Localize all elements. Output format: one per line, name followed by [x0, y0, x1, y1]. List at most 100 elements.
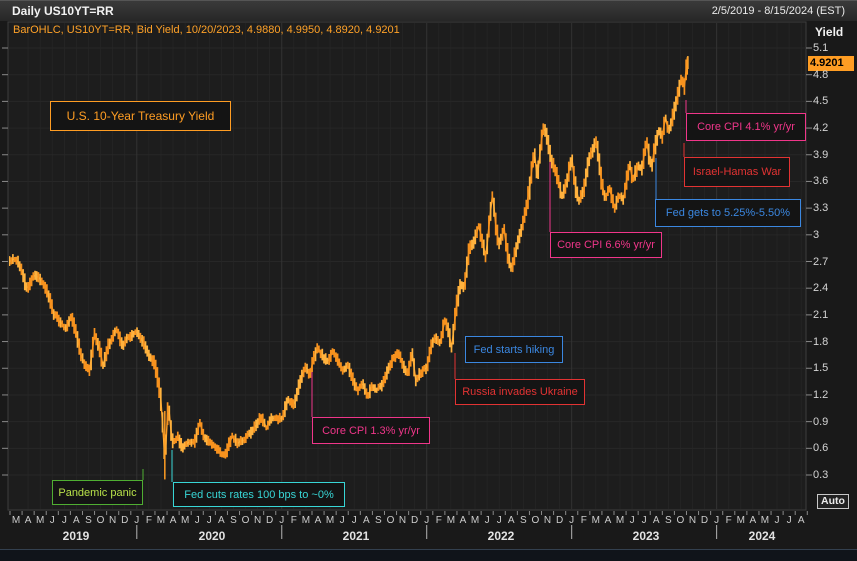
month-label: J — [714, 515, 720, 526]
y-tick-label: 0.9 — [813, 415, 829, 428]
month-label: J — [194, 515, 200, 526]
annotation-box-israel-hamas: Israel-Hamas War — [684, 157, 790, 187]
year-label: 2023 — [632, 529, 660, 543]
month-label: F — [725, 515, 732, 526]
month-label: N — [398, 515, 407, 526]
month-label: M — [470, 515, 480, 526]
month-label: M — [446, 515, 456, 526]
y-tick-label: 4.5 — [813, 95, 829, 108]
month-label: J — [49, 515, 55, 526]
y-tick-label: 2.4 — [813, 282, 829, 295]
month-label: J — [774, 515, 780, 526]
month-label: O — [676, 515, 685, 526]
month-label: A — [797, 515, 805, 526]
month-label: M — [325, 515, 335, 526]
month-label: D — [555, 515, 564, 526]
last-price-badge: 4.9201 — [808, 56, 854, 71]
y-tick-label: 0.6 — [813, 442, 829, 455]
month-label: D — [411, 515, 419, 526]
y-tick-label: 0.3 — [813, 469, 829, 481]
y-tick-label: 3 — [813, 228, 820, 241]
y-tick-label: 4.8 — [813, 68, 829, 81]
month-label: J — [569, 515, 575, 526]
annotation-box-fed-hiking: Fed starts hiking — [465, 336, 563, 363]
y-tick-label: 2.7 — [813, 255, 829, 268]
month-label: S — [520, 515, 527, 526]
month-label: M — [615, 515, 625, 526]
month-label: O — [531, 515, 540, 526]
month-label: J — [134, 515, 140, 526]
auto-scale-button[interactable]: Auto — [817, 494, 849, 509]
year-label: 2019 — [62, 529, 90, 543]
month-label: A — [362, 515, 370, 526]
month-label: J — [61, 515, 67, 526]
month-label: A — [459, 515, 467, 526]
month-label: M — [35, 515, 45, 526]
month-label: N — [109, 515, 117, 526]
month-label: N — [543, 515, 552, 526]
month-label: A — [169, 515, 177, 526]
y-tick-label: 1.8 — [813, 335, 829, 348]
month-label: S — [375, 515, 382, 526]
month-label: D — [266, 515, 274, 526]
month-label: M — [180, 515, 190, 526]
year-label: 2022 — [487, 529, 515, 543]
annotation-box-fed-cuts: Fed cuts rates 100 bps to ~0% — [173, 482, 345, 507]
month-label: F — [145, 515, 152, 526]
month-label: J — [786, 515, 792, 526]
y-tick-label: 3.3 — [813, 202, 829, 215]
month-label: D — [121, 515, 129, 526]
month-label: M — [736, 515, 745, 526]
month-label: N — [688, 515, 697, 526]
month-label: A — [749, 515, 757, 526]
month-label: A — [604, 515, 612, 526]
annotation-box-fed-peak: Fed gets to 5.25%-5.50% — [655, 199, 801, 227]
month-label: O — [386, 515, 395, 526]
month-label: J — [424, 515, 430, 526]
month-label: A — [652, 515, 660, 526]
annotation-box-russia: Russia invades Ukraine — [455, 379, 585, 405]
month-label: M — [11, 515, 21, 526]
month-label: A — [73, 515, 80, 526]
month-label: M — [156, 515, 166, 526]
price-series — [9, 56, 689, 480]
month-label: F — [290, 515, 297, 526]
year-label: 2020 — [198, 529, 226, 543]
y-axis-title: Yield — [815, 25, 844, 39]
month-label: J — [339, 515, 345, 526]
month-label: J — [206, 515, 212, 526]
month-label: N — [253, 515, 262, 526]
window-title: Daily US10YT=RR — [12, 4, 114, 18]
month-label: S — [664, 515, 672, 526]
month-label: A — [314, 515, 322, 526]
annotation-box-core-cpi-13: Core CPI 1.3% yr/yr — [312, 417, 430, 444]
y-tick-label: 3.9 — [813, 148, 829, 161]
annotation-box-core-cpi-66: Core CPI 6.6% yr/yr — [550, 232, 662, 258]
month-label: A — [24, 515, 32, 526]
month-label: J — [629, 515, 635, 526]
month-label: S — [230, 515, 237, 526]
month-label: A — [507, 515, 515, 526]
month-label: M — [591, 515, 600, 526]
y-tick-label: 1.5 — [813, 362, 829, 375]
y-tick-label: 3.6 — [813, 175, 829, 188]
date-range-label: 2/5/2019 - 8/15/2024 (EST) — [711, 5, 845, 17]
window-titlebar[interactable]: Daily US10YT=RR 2/5/2019 - 8/15/2024 (ES… — [0, 0, 857, 21]
month-label: D — [700, 515, 709, 526]
annotation-box-core-cpi-41: Core CPI 4.1% yr/yr — [686, 113, 806, 141]
month-label: J — [641, 515, 647, 526]
month-label: J — [496, 515, 502, 526]
window-bottom-edge — [0, 549, 857, 561]
y-tick-label: 1.2 — [813, 388, 829, 401]
month-label: J — [484, 515, 490, 526]
annotation-box-pandemic: Pandemic panic — [52, 480, 143, 505]
y-tick-label: 2.1 — [813, 308, 829, 321]
month-label: F — [435, 515, 442, 526]
ohlc-legend: BarOHLC, US10YT=RR, Bid Yield, 10/20/202… — [13, 24, 400, 36]
y-tick-label: 4.2 — [813, 122, 829, 135]
month-label: J — [279, 515, 285, 526]
month-label: O — [241, 515, 250, 526]
annotation-box-chart-title: U.S. 10-Year Treasury Yield — [50, 101, 231, 131]
